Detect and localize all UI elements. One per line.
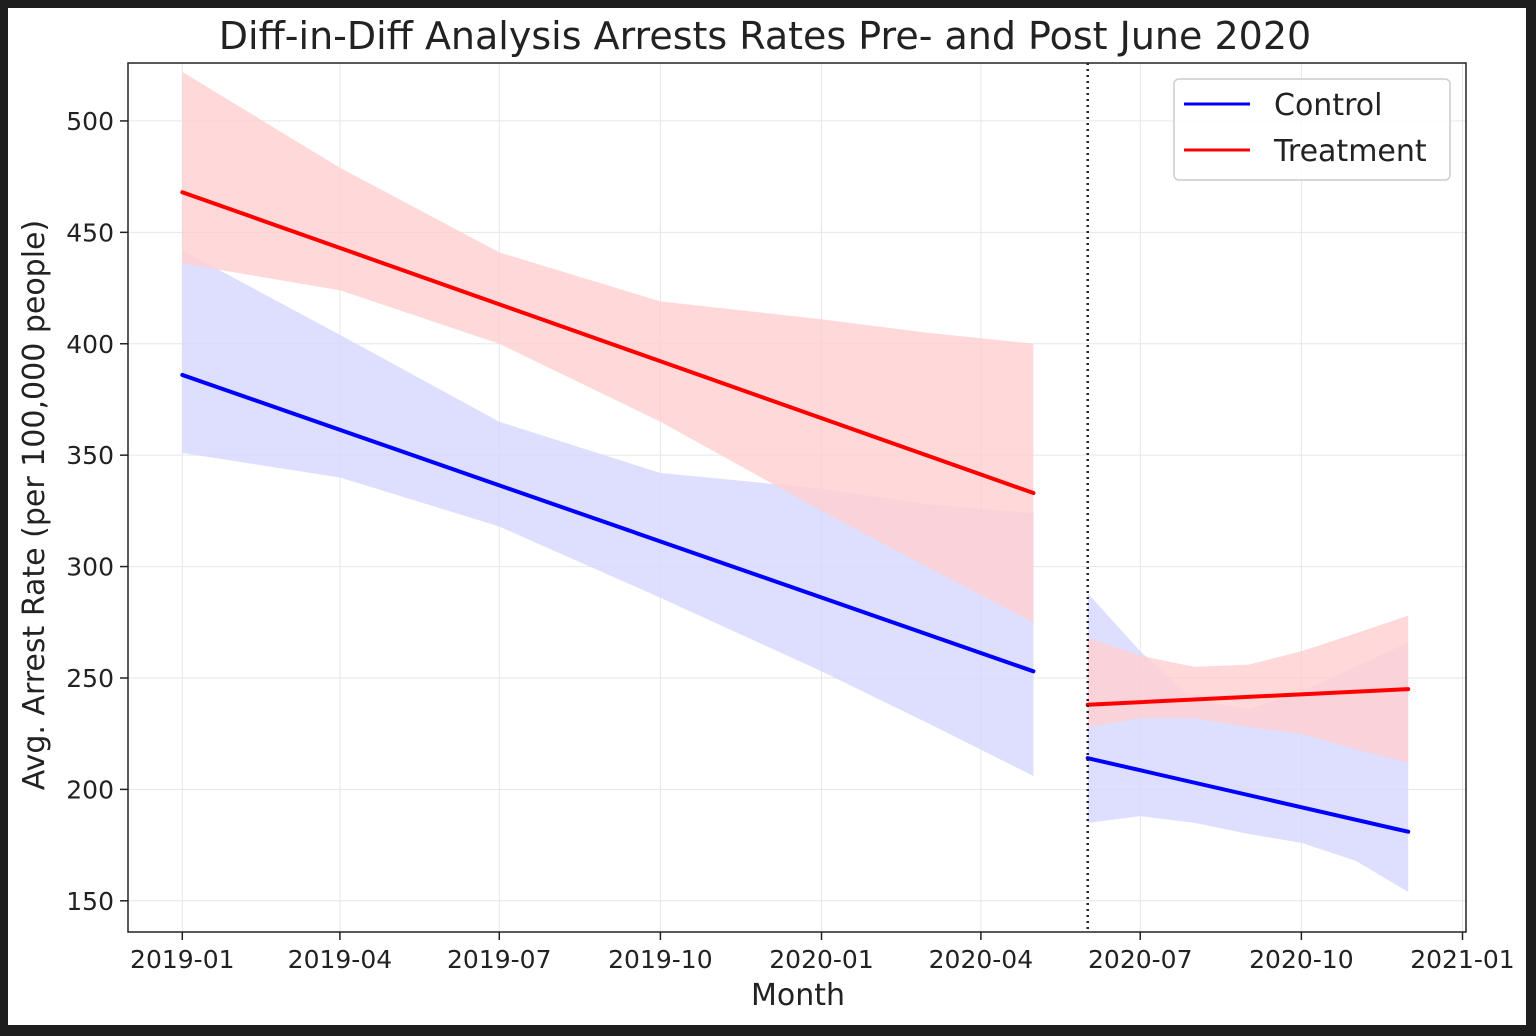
control-trend-line: [1085, 756, 1411, 834]
chart-svg: Diff-in-Diff Analysis Arrests Rates Pre-…: [17, 14, 1515, 1013]
treatment-confidence-band: [182, 71, 1034, 623]
y-tick-label: 300: [66, 553, 114, 582]
control-confidence-band: [182, 250, 1034, 777]
axes: 2019-01 2019-04 2019-07 2019-10 2020-01 2020-…: [66, 62, 1515, 974]
plot-area: [128, 63, 1466, 932]
y-tick-label: 500: [66, 107, 114, 136]
treatment-trend-line: [1085, 687, 1411, 707]
x-tick-label: 2021-01: [1410, 945, 1514, 974]
legend: Control Treatment: [1173, 78, 1451, 181]
chart-title: Diff-in-Diff Analysis Arrests Rates Pre-…: [219, 14, 1311, 58]
legend-label-control: Control: [1274, 88, 1382, 123]
treatment-confidence-band: [1087, 615, 1409, 763]
y-tick-label: 350: [66, 441, 114, 470]
y-tick-label: 250: [66, 664, 114, 693]
y-tick-label: 150: [66, 887, 114, 916]
x-tick-label: 2019-04: [288, 945, 392, 974]
y-axis-label: Avg. Arrest Rate (per 100,000 people): [17, 220, 52, 790]
x-tick-label: 2019-01: [130, 945, 234, 974]
x-tick-label: 2020-10: [1249, 945, 1353, 974]
x-tick-label: 2020-01: [769, 945, 873, 974]
x-axis-label: Month: [751, 978, 845, 1013]
plot-frame: [127, 62, 1467, 933]
x-tick-label: 2020-07: [1088, 945, 1192, 974]
treatment-trend-line: [180, 190, 1036, 496]
y-tick-label: 200: [66, 775, 114, 804]
legend-label-treatment: Treatment: [1273, 134, 1427, 169]
chart-figure: Diff-in-Diff Analysis Arrests Rates Pre-…: [8, 8, 1526, 1025]
control-trend-line: [180, 372, 1036, 674]
y-tick-label: 450: [66, 218, 114, 247]
y-tick-label: 400: [66, 330, 114, 359]
x-tick-label: 2019-07: [447, 945, 551, 974]
control-confidence-band: [1087, 593, 1409, 892]
x-tick-label: 2020-04: [929, 945, 1033, 974]
x-tick-label: 2019-10: [608, 945, 712, 974]
